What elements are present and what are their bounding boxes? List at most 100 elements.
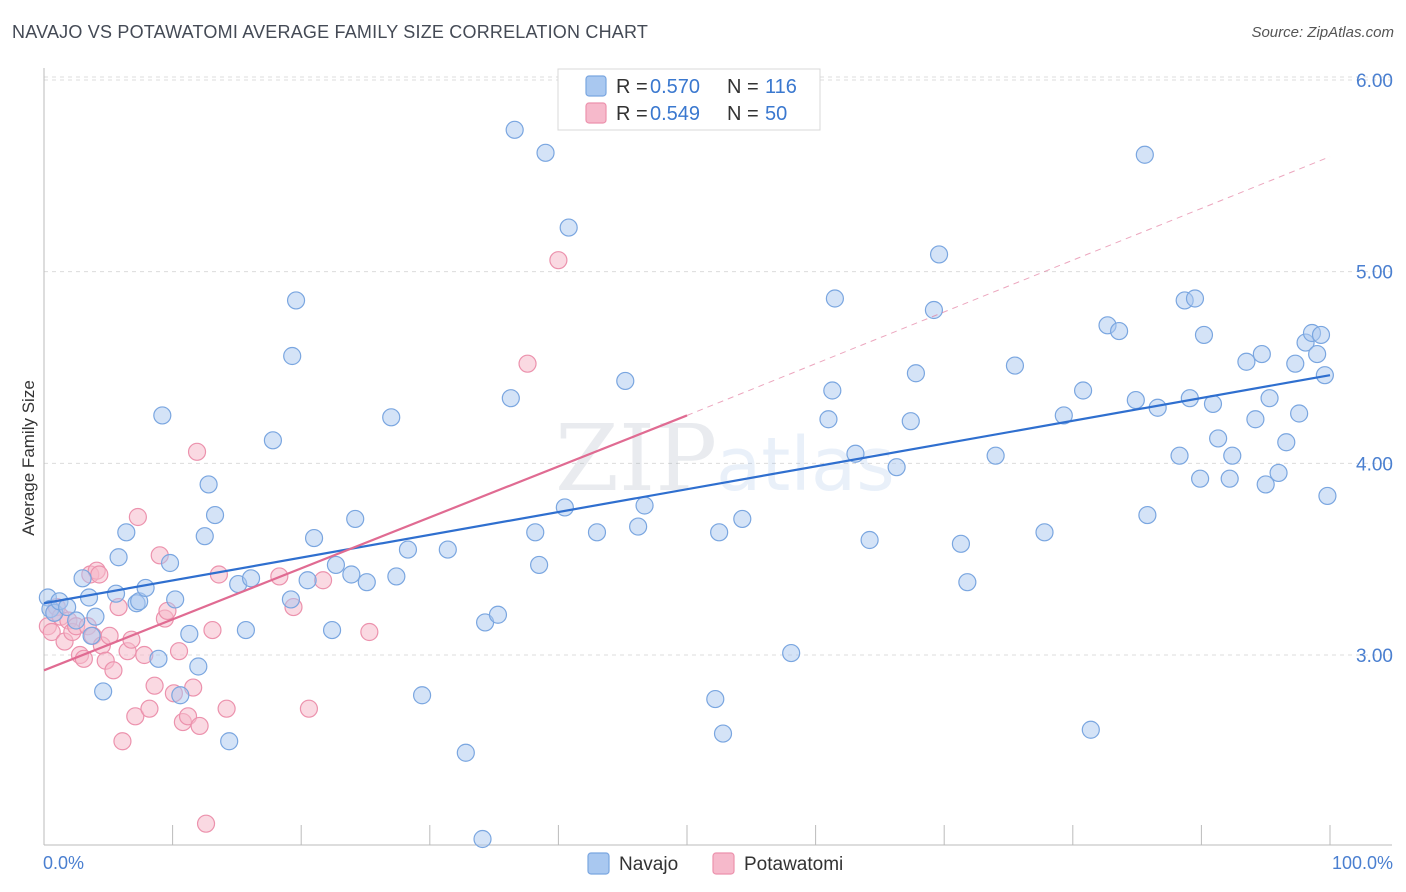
navajo-point-103 <box>1252 344 1271 364</box>
navajo-point-33 <box>283 346 302 366</box>
navajo-point-24 <box>195 527 214 546</box>
x-tick-label-1: 100.0% <box>1332 853 1393 873</box>
navajo-point-20 <box>166 590 185 609</box>
x-tick-label-0: 0.0% <box>43 853 84 873</box>
navajo-point-38 <box>326 555 346 575</box>
y-axis-label: Average Family Size <box>19 380 38 536</box>
potawatomi-point-46 <box>313 571 333 590</box>
navajo-point-53 <box>526 523 545 542</box>
navajo-point-10 <box>94 682 113 701</box>
navajo-point-32 <box>281 590 301 609</box>
navajo-point-66 <box>782 643 801 663</box>
navajo-point-36 <box>304 528 324 548</box>
navajo-point-45 <box>412 686 432 705</box>
navajo-point-30 <box>241 569 261 588</box>
potawatomi-point-49 <box>518 354 537 373</box>
navajo-point-95 <box>1191 469 1210 488</box>
navajo-point-91 <box>1170 446 1189 465</box>
legend-swatch-potawatomi <box>585 102 607 124</box>
potawatomi-point-42 <box>217 699 236 718</box>
potawatomi-point-27 <box>140 699 159 718</box>
potawatomi-point-24 <box>126 707 145 726</box>
navajo-point-73 <box>901 412 920 431</box>
navajo-point-23 <box>189 657 208 676</box>
bottom-legend: Navajo Potawatomi <box>587 852 843 875</box>
navajo-point-88 <box>1135 145 1154 164</box>
potawatomi-point-15 <box>90 565 109 584</box>
legend-r-label-potawatomi: R = <box>616 103 648 125</box>
navajo-point-77 <box>951 534 971 553</box>
navajo-point-42 <box>382 408 401 427</box>
navajo-point-19 <box>160 553 180 573</box>
navajo-point-16 <box>136 578 155 598</box>
navajo-point-63 <box>710 523 729 542</box>
navajo-point-46 <box>438 540 457 559</box>
legend-r-value-potawatomi: 0.549 <box>650 103 700 125</box>
potawatomi-point-19 <box>104 661 123 680</box>
navajo-point-25 <box>199 475 218 494</box>
navajo-point-22 <box>180 624 199 644</box>
navajo-point-43 <box>387 567 406 586</box>
bottom-legend-swatch-potawatomi <box>712 852 735 875</box>
navajo-point-101 <box>1237 352 1256 371</box>
navajo-point-34 <box>286 291 306 310</box>
navajo-point-47 <box>456 743 475 762</box>
navajo-point-79 <box>986 446 1005 465</box>
navajo-point-84 <box>1081 720 1100 739</box>
watermark-atlas: atlas <box>716 422 895 508</box>
navajo-point-64 <box>713 724 733 743</box>
navajo-point-41 <box>357 573 376 592</box>
navajo-point-72 <box>887 458 906 477</box>
navajo-point-109 <box>1290 404 1309 423</box>
navajo-point-67 <box>819 410 838 429</box>
navajo-point-68 <box>823 381 842 400</box>
y-tick-labels: 3.00 4.00 5.00 6.00 <box>1356 71 1393 667</box>
navajo-point-55 <box>536 143 555 162</box>
navajo-points <box>38 120 1337 849</box>
navajo-point-57 <box>559 218 578 237</box>
navajo-point-86 <box>1109 321 1129 341</box>
bottom-legend-swatch-navajo <box>587 852 610 875</box>
navajo-point-61 <box>635 496 654 515</box>
navajo-point-5 <box>67 611 86 630</box>
potawatomi-point-1 <box>42 622 61 642</box>
navajo-point-18 <box>153 406 172 425</box>
navajo-point-7 <box>79 588 99 607</box>
legend-swatch-navajo <box>585 75 607 97</box>
navajo-point-8 <box>82 626 101 645</box>
navajo-point-107 <box>1277 433 1296 452</box>
navajo-point-78 <box>958 573 977 592</box>
legend-n-value-potawatomi: 50 <box>765 103 787 125</box>
source-label: Source: ZipAtlas.com <box>1251 24 1394 41</box>
navajo-point-102 <box>1246 410 1265 429</box>
potawatomi-point-25 <box>128 507 147 527</box>
navajo-point-60 <box>629 517 648 536</box>
potawatomi-trend-line <box>43 414 688 672</box>
potawatomi-point-39 <box>196 814 216 833</box>
navajo-point-29 <box>236 620 256 640</box>
navajo-point-98 <box>1209 429 1228 448</box>
navajo-point-105 <box>1260 389 1279 408</box>
navajo-point-87 <box>1126 390 1145 410</box>
bottom-legend-label-navajo: Navajo <box>619 854 678 875</box>
navajo-point-74 <box>906 364 926 383</box>
navajo-point-82 <box>1054 406 1073 425</box>
potawatomi-point-28 <box>145 676 164 695</box>
navajo-point-100 <box>1223 446 1242 465</box>
legend-n-value-navajo: 116 <box>765 76 797 98</box>
potawatomi-point-47 <box>360 622 379 642</box>
potawatomi-point-37 <box>187 442 207 461</box>
navajo-point-99 <box>1220 469 1239 488</box>
navajo-point-71 <box>860 530 879 550</box>
navajo-point-62 <box>706 689 725 709</box>
navajo-point-83 <box>1073 381 1093 400</box>
navajo-point-27 <box>220 732 239 751</box>
navajo-point-81 <box>1035 523 1054 542</box>
legend-r-value-navajo: 0.570 <box>650 76 700 98</box>
potawatomi-point-41 <box>209 565 228 584</box>
navajo-point-115 <box>1318 486 1337 506</box>
navajo-point-89 <box>1138 505 1157 525</box>
navajo-point-12 <box>109 548 128 567</box>
axes <box>43 68 1392 846</box>
